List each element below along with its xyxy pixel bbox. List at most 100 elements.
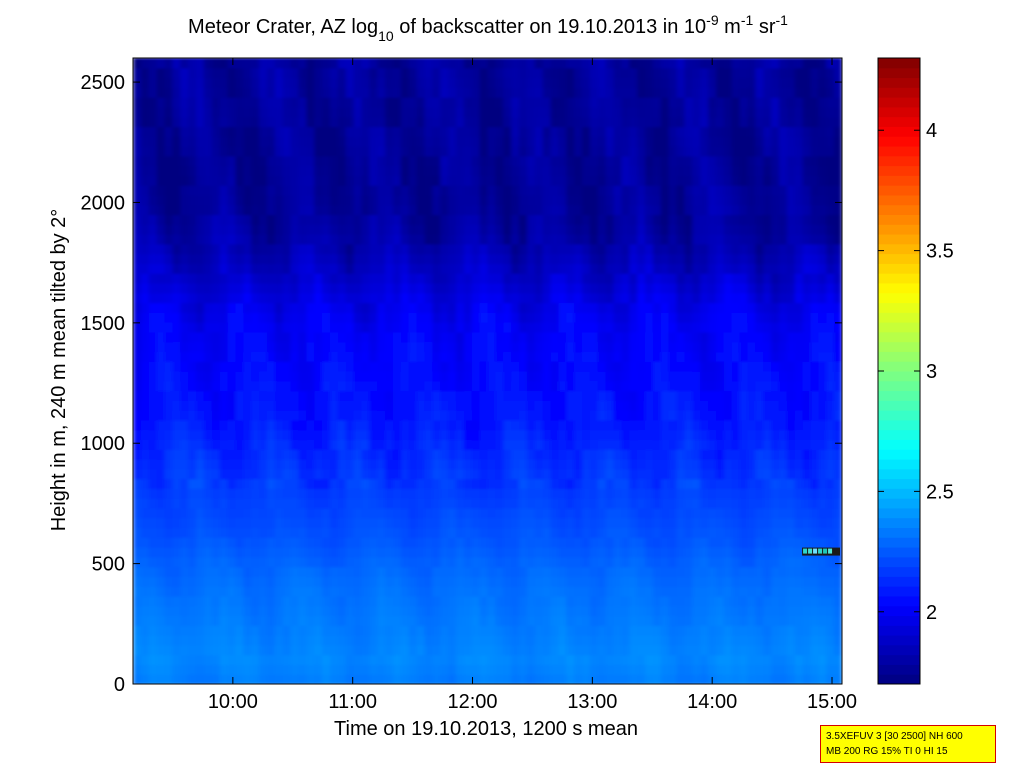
heatmap-cell: [164, 175, 173, 186]
heatmap-cell: [408, 498, 418, 509]
heatmap-cell: [715, 429, 725, 441]
heatmap-cell: [487, 322, 496, 333]
heatmap-cell: [731, 194, 741, 206]
heatmap-cell: [188, 322, 197, 333]
heatmap-cell: [818, 527, 827, 538]
heatmap-cell: [424, 478, 433, 489]
heatmap-cell: [392, 654, 402, 666]
heatmap-cell: [479, 165, 489, 176]
heatmap-cell: [298, 136, 307, 147]
heatmap-cell: [266, 185, 276, 196]
heatmap-cell: [266, 478, 276, 489]
heatmap-cell: [251, 429, 260, 441]
heatmap-cell: [361, 400, 370, 411]
heatmap-cell: [416, 136, 426, 147]
heatmap-cell: [259, 380, 268, 392]
heatmap-cell: [652, 224, 662, 235]
heatmap-cell: [834, 214, 842, 225]
heatmap-cell: [629, 654, 638, 666]
heatmap-cell: [392, 292, 402, 304]
heatmap-cell: [203, 136, 213, 147]
heatmap-cell: [463, 155, 473, 167]
heatmap-cell: [290, 586, 300, 597]
heatmap-cell: [400, 273, 410, 284]
heatmap-cell: [274, 566, 284, 578]
heatmap-cell: [140, 322, 150, 333]
heatmap-cell: [771, 605, 780, 617]
heatmap-cell: [392, 136, 402, 147]
heatmap-cell: [676, 605, 686, 617]
heatmap-cell: [314, 439, 323, 450]
heatmap-cell: [495, 351, 504, 362]
heatmap-cell: [471, 273, 481, 284]
heatmap-cell: [235, 566, 244, 578]
heatmap-cell: [211, 449, 221, 460]
heatmap-cell: [589, 419, 599, 431]
heatmap-cell: [361, 449, 370, 460]
heatmap-cell: [526, 263, 536, 274]
heatmap-cell: [133, 644, 142, 656]
heatmap-cell: [708, 194, 717, 206]
heatmap-cell: [660, 292, 670, 304]
heatmap-cell: [156, 136, 166, 147]
heatmap-cell: [188, 253, 197, 265]
heatmap-cell: [786, 410, 796, 421]
heatmap-cell: [203, 566, 213, 578]
heatmap-cell: [322, 234, 331, 245]
heatmap-cell: [392, 390, 402, 401]
heatmap-cell: [511, 234, 520, 245]
heatmap-cell: [290, 556, 300, 568]
heatmap-cell: [652, 371, 662, 382]
heatmap-cell: [353, 635, 363, 646]
heatmap-cell: [211, 165, 221, 176]
heatmap-cell: [637, 576, 646, 587]
heatmap-cell: [392, 204, 402, 216]
heatmap-cell: [329, 292, 339, 304]
heatmap-cell: [148, 537, 158, 548]
heatmap-cell: [463, 273, 473, 284]
heatmap-cell: [266, 273, 276, 284]
heatmap-cell: [660, 214, 670, 225]
heatmap-cell: [448, 400, 457, 411]
heatmap-cell: [574, 312, 583, 323]
heatmap-cell: [629, 155, 638, 167]
heatmap-cell: [274, 322, 284, 333]
heatmap-cell: [479, 644, 489, 656]
heatmap-cell: [763, 361, 772, 372]
heatmap-cell: [471, 654, 481, 666]
heatmap-cell: [723, 371, 733, 382]
heatmap-cell: [503, 302, 512, 313]
heatmap-cell: [266, 625, 276, 636]
heatmap-cell: [203, 439, 213, 450]
heatmap-cell: [723, 478, 733, 489]
heatmap-cell: [148, 194, 158, 206]
heatmap-cell: [306, 380, 315, 392]
heatmap-cell: [613, 527, 623, 538]
heatmap-cell: [731, 331, 741, 343]
heatmap-cell: [739, 146, 749, 157]
heatmap-cell: [731, 664, 741, 675]
heatmap-cell: [479, 625, 489, 636]
heatmap-cell: [455, 449, 465, 460]
heatmap-cell: [345, 576, 355, 587]
heatmap-cell: [818, 194, 827, 206]
heatmap-cell: [203, 292, 213, 304]
heatmap-cell: [684, 361, 693, 372]
heatmap-cell: [180, 380, 189, 392]
heatmap-cell: [668, 586, 678, 597]
heatmap-cell: [755, 586, 764, 597]
heatmap-cell: [377, 674, 386, 684]
heatmap-cell: [621, 234, 630, 245]
heatmap-cell: [597, 234, 607, 245]
heatmap-cell: [700, 517, 709, 529]
heatmap-cell: [385, 390, 394, 401]
heatmap-cell: [266, 380, 276, 392]
heatmap-cell: [156, 527, 166, 538]
heatmap-cell: [637, 517, 646, 529]
heatmap-cell: [519, 243, 528, 255]
heatmap-cell: [715, 263, 725, 274]
heatmap-cell: [771, 214, 780, 225]
heatmap-cell: [266, 527, 276, 538]
heatmap-cell: [668, 224, 678, 235]
heatmap-cell: [826, 243, 835, 255]
